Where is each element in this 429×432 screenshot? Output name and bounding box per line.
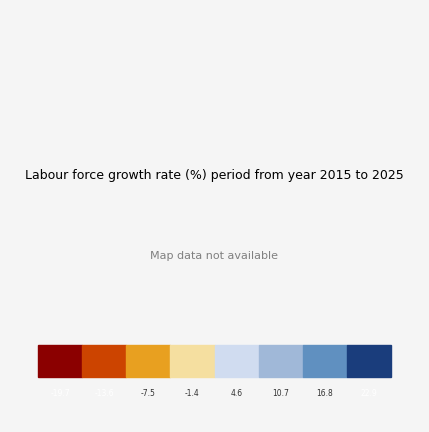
- Bar: [38, 345, 82, 377]
- Bar: [214, 345, 259, 377]
- Text: 22.9: 22.9: [360, 389, 377, 398]
- Text: -7.5: -7.5: [141, 389, 156, 398]
- Text: -19.7: -19.7: [50, 389, 70, 398]
- Text: Labour force growth rate (%) period from year 2015 to 2025: Labour force growth rate (%) period from…: [25, 169, 404, 182]
- Text: 16.8: 16.8: [316, 389, 333, 398]
- Text: 10.7: 10.7: [272, 389, 289, 398]
- Bar: [347, 345, 391, 377]
- Bar: [126, 345, 170, 377]
- Text: -1.4: -1.4: [185, 389, 200, 398]
- Bar: [82, 345, 126, 377]
- Text: 4.6: 4.6: [230, 389, 243, 398]
- Text: Map data not available: Map data not available: [151, 251, 278, 261]
- Bar: [303, 345, 347, 377]
- Bar: [170, 345, 214, 377]
- Bar: [259, 345, 303, 377]
- Text: -13.6: -13.6: [94, 389, 114, 398]
